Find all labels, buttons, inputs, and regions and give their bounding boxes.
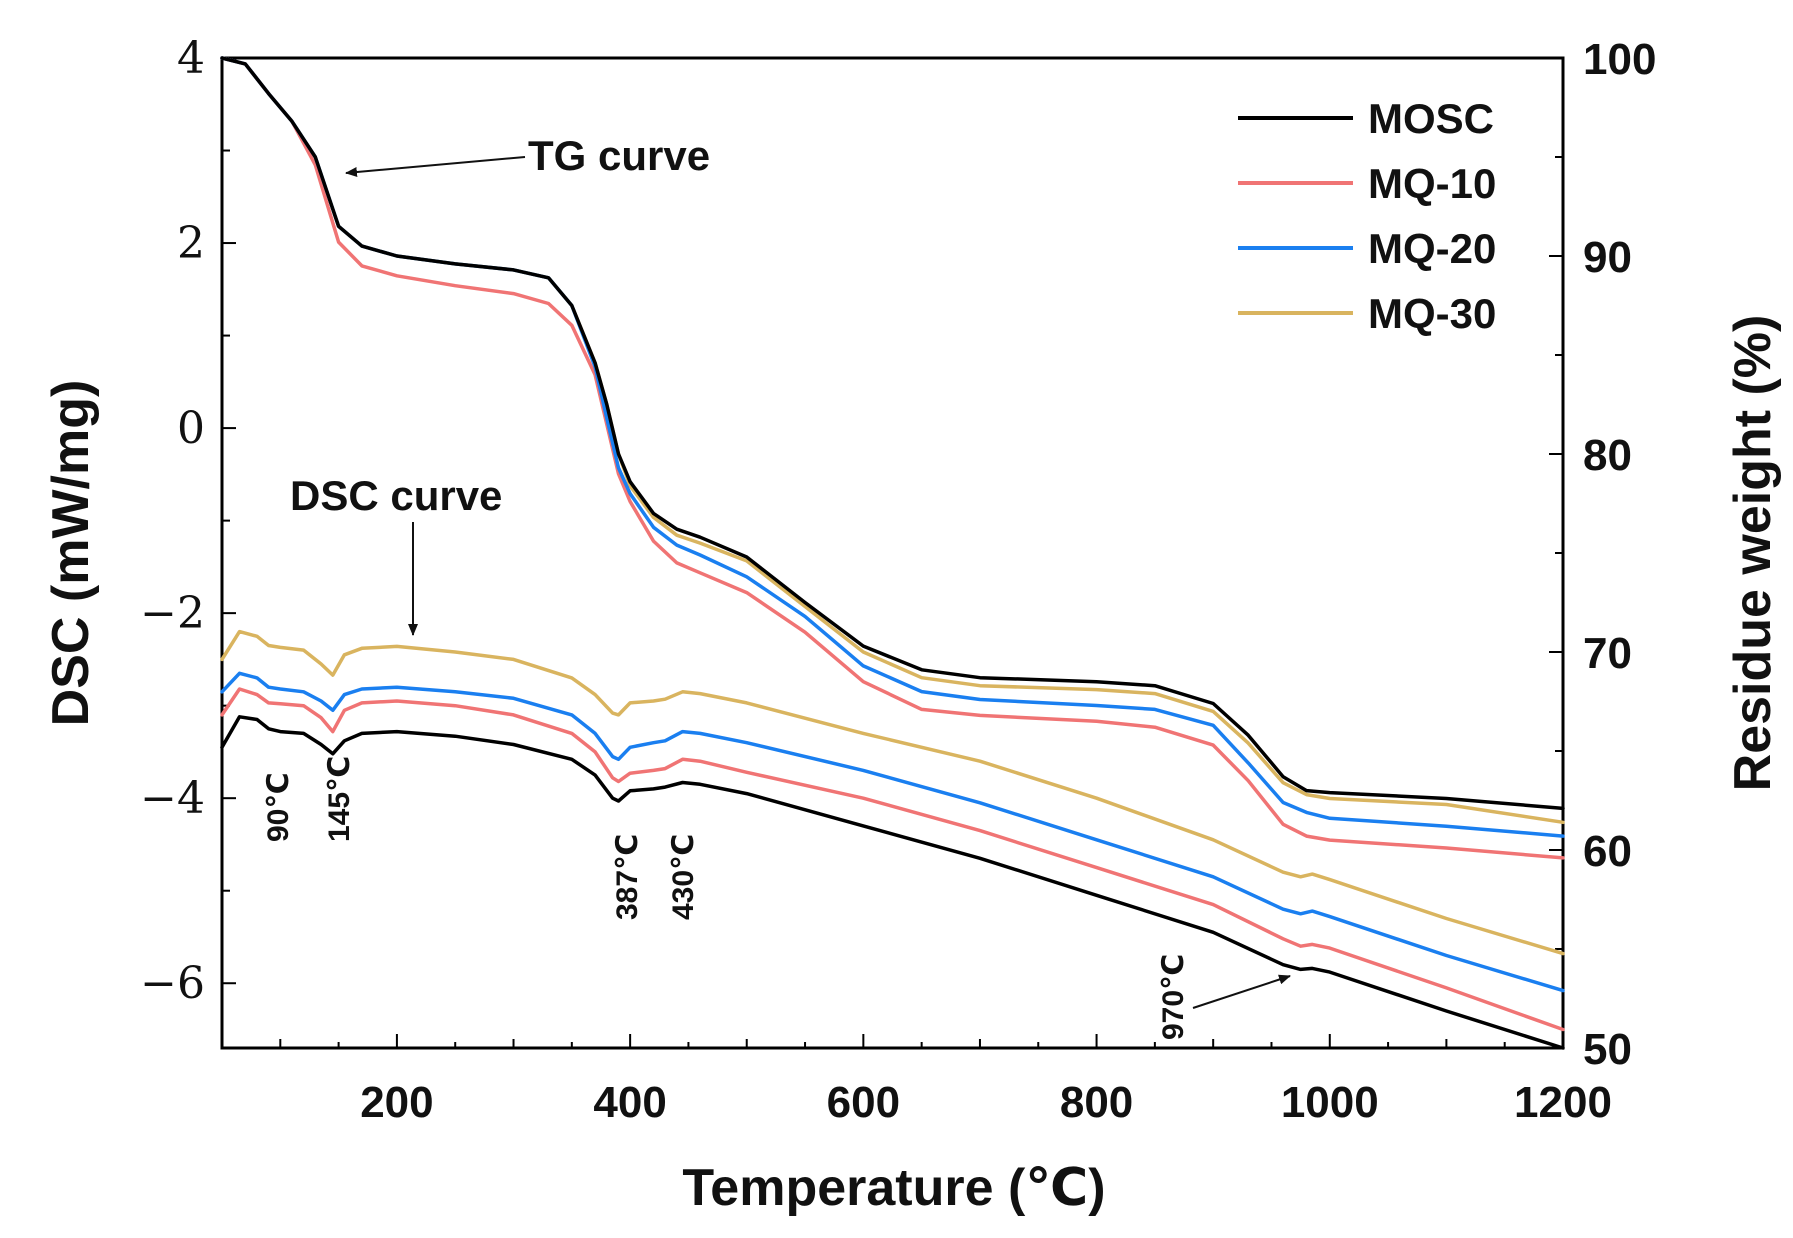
dsc-line-mq30 [220,629,1565,956]
plot-frame [220,56,1565,1050]
legend-label-mq30: MQ-30 [1368,290,1496,337]
left-axis-title: DSC (mW/mg) [42,380,100,727]
peak-label-90: 90℃ [262,772,295,842]
tg-line-mq30 [220,56,1565,825]
right-tick-label: 70 [1583,629,1632,678]
tg-line-mq10 [220,56,1565,860]
left-tick-label: 2 [177,218,205,269]
x-tick-label: 1200 [1514,1078,1612,1127]
x-tick-label: 200 [360,1078,433,1127]
right-tick-label: 80 [1583,431,1632,480]
legend-label-mq20: MQ-20 [1368,225,1496,272]
left-tick-label: −2 [140,588,205,639]
right-axis-ticks: 50 60 70 80 90 100 [1549,35,1656,1074]
left-tick-label: −6 [140,958,205,1009]
tg-curve-label: TG curve [528,132,710,179]
right-tick-label: 90 [1583,233,1632,282]
legend: MOSC MQ-10 MQ-20 MQ-30 [1238,95,1496,337]
peak-label-430: 430℃ [667,834,700,920]
x-tick-label: 800 [1060,1078,1133,1127]
right-tick-label: 100 [1583,35,1656,84]
dsc-line-mosc [220,715,1565,1050]
left-tick-label: −4 [140,773,205,824]
x-axis-title: Temperature (℃) [682,1159,1105,1217]
right-tick-label: 50 [1583,1025,1632,1074]
left-tick-label: 0 [177,403,205,454]
legend-label-mq10: MQ-10 [1368,160,1496,207]
x-tick-label: 400 [593,1078,666,1127]
right-tick-label: 60 [1583,827,1632,876]
peak-970-arrow [1192,974,1291,1009]
peak-label-145: 145℃ [323,756,356,842]
tg-line-mosc [220,56,1565,811]
left-tick-label: 4 [177,33,205,84]
peak-label-970: 970℃ [1157,954,1190,1040]
dsc-line-mq20 [220,671,1565,993]
legend-label-mosc: MOSC [1368,95,1494,142]
peak-label-387: 387℃ [611,834,644,920]
x-tick-label: 600 [827,1078,900,1127]
right-axis-title: Residue weight (%) [1724,315,1782,792]
x-tick-label: 1000 [1281,1078,1379,1127]
series-layer [220,56,1565,1050]
left-axis-ticks: 4 2 0 −2 −4 −6 [140,33,236,1009]
dsc-curve-label: DSC curve [290,472,502,519]
dsc-line-mq10 [220,687,1565,1032]
tg-line-mq20 [220,56,1565,838]
x-axis-ticks: 200 400 600 800 1000 1200 [279,1034,1612,1127]
tg-curve-arrow [345,156,526,178]
